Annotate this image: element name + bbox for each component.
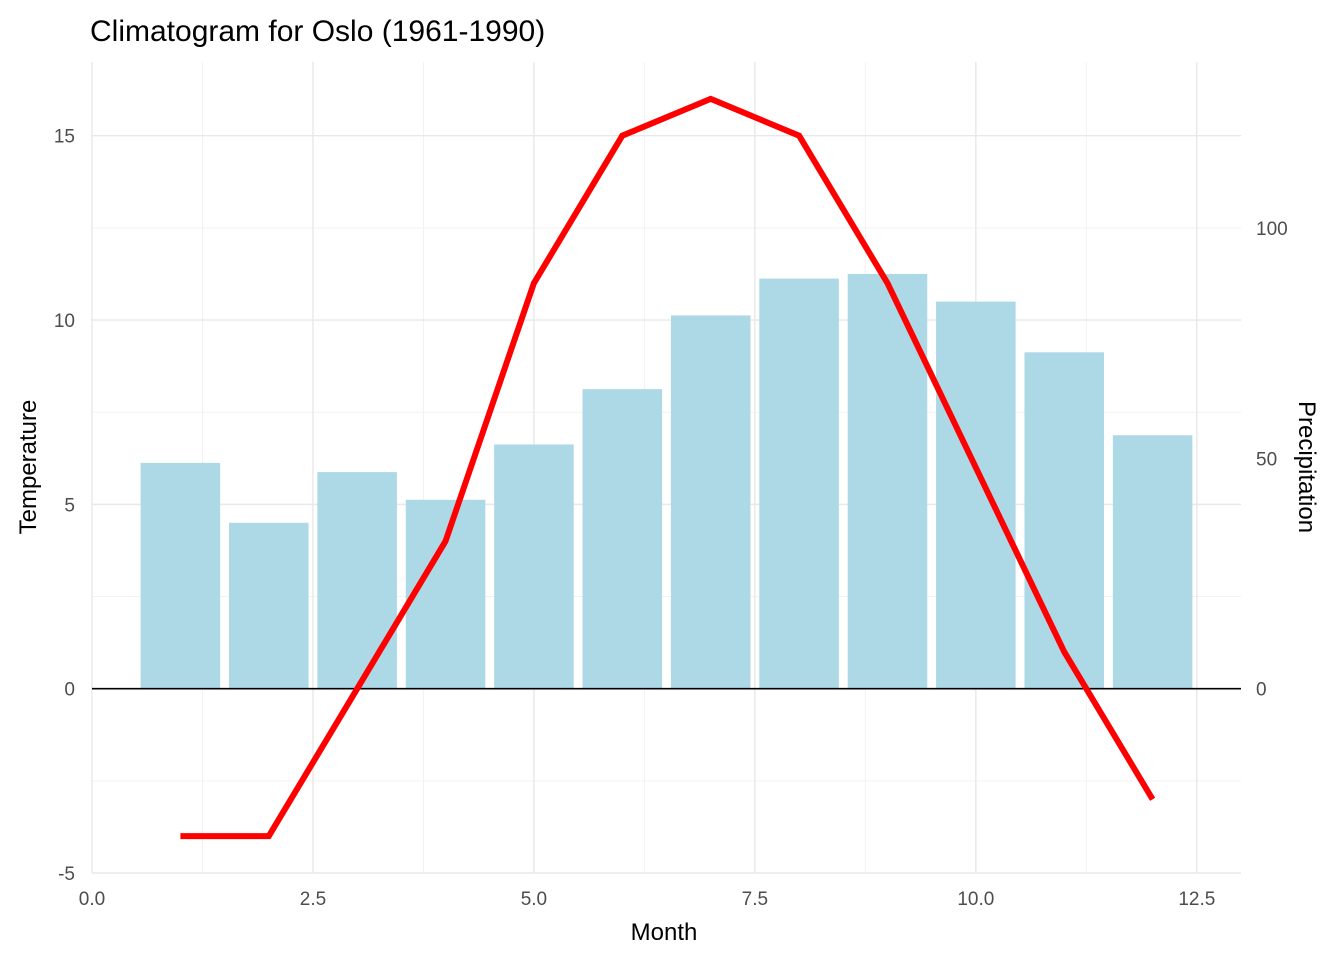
- x-axis-title: Month: [631, 919, 698, 946]
- y-tick-label: 5: [64, 495, 75, 516]
- y-axis-title: Temperature: [15, 400, 42, 535]
- y-tick-label: 0: [64, 680, 75, 701]
- temperature-line-layer: [180, 95, 1156, 840]
- precipitation-bar: [1112, 435, 1193, 689]
- y-tick-label: -5: [58, 864, 75, 885]
- axis-labels: 0.0 2.5 5.0 7.5 10.0 12.5 -5 0 5 10 15 0 50 100: [54, 127, 1288, 910]
- x-tick-label: 0.0: [79, 889, 105, 910]
- precipitation-bar: [405, 499, 486, 689]
- precipitation-bar: [494, 444, 574, 689]
- x-tick-label: 7.5: [742, 889, 768, 910]
- precipitation-bar: [1024, 352, 1105, 689]
- y2-axis-title: Precipitation: [1293, 401, 1320, 533]
- precipitation-bars: [140, 273, 1193, 689]
- y-tick-label: 15: [54, 127, 75, 148]
- precipitation-bar: [759, 278, 839, 689]
- chart-title: Climatogram for Oslo (1961-1990): [90, 15, 545, 48]
- x-tick-label: 12.5: [1178, 889, 1215, 910]
- precipitation-bar: [582, 389, 663, 689]
- x-tick-label: 5.0: [521, 889, 547, 910]
- precipitation-bar: [317, 472, 397, 689]
- precipitation-bar: [228, 522, 309, 689]
- x-tick-label: 10.0: [957, 889, 994, 910]
- precipitation-bar: [670, 315, 751, 689]
- precipitation-bar: [936, 301, 1016, 689]
- temperature-line: [180, 95, 1156, 840]
- x-tick-label: 2.5: [300, 889, 326, 910]
- y2-tick-label: 50: [1256, 449, 1277, 470]
- y-tick-label: 10: [54, 311, 75, 332]
- y2-tick-label: 0: [1256, 680, 1267, 701]
- y2-tick-label: 100: [1256, 219, 1288, 240]
- precipitation-bar: [140, 462, 221, 689]
